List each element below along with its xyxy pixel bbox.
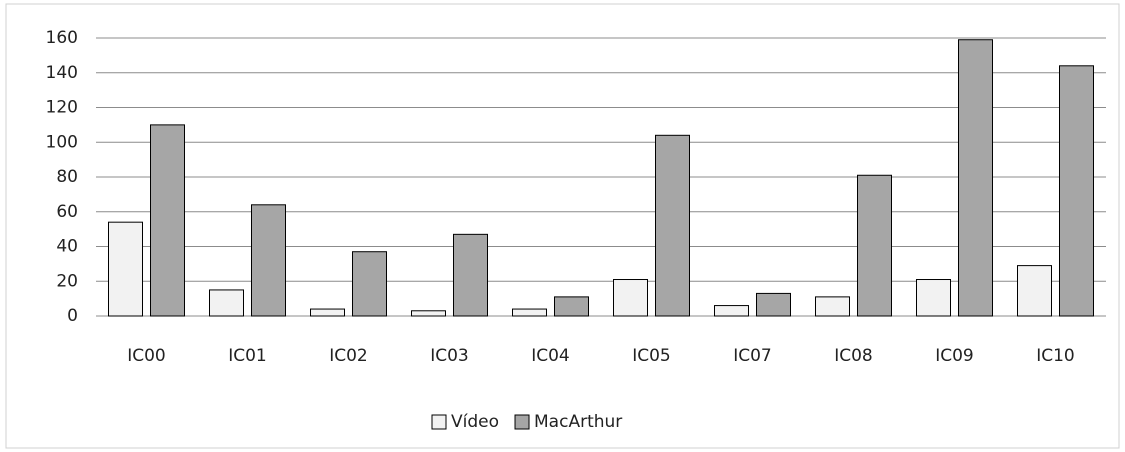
bar bbox=[310, 308, 345, 317]
bar bbox=[251, 204, 286, 317]
x-tick-label: IC08 bbox=[834, 346, 873, 366]
bar bbox=[655, 134, 690, 317]
chart-border bbox=[5, 3, 1120, 449]
x-tick-label: IC09 bbox=[935, 346, 974, 366]
y-tick-label: 160 bbox=[46, 28, 78, 48]
bar bbox=[815, 296, 850, 317]
bar bbox=[958, 39, 993, 317]
x-tick-label: IC01 bbox=[228, 346, 267, 366]
bar bbox=[352, 251, 387, 317]
legend-label: Vídeo bbox=[451, 412, 499, 432]
x-tick-label: IC07 bbox=[733, 346, 772, 366]
bar bbox=[1059, 65, 1094, 317]
legend-swatch bbox=[431, 414, 447, 430]
bar bbox=[209, 289, 244, 317]
y-tick-label: 120 bbox=[46, 98, 78, 118]
bar bbox=[714, 305, 749, 317]
bar bbox=[1017, 265, 1052, 317]
y-tick-label: 0 bbox=[67, 306, 78, 326]
bar bbox=[756, 292, 791, 317]
bar bbox=[411, 310, 446, 317]
y-tick-label: 100 bbox=[46, 132, 78, 152]
y-tick-label: 20 bbox=[56, 271, 78, 291]
y-tick-label: 60 bbox=[56, 202, 78, 222]
y-tick-label: 140 bbox=[46, 63, 78, 83]
bar bbox=[916, 279, 951, 317]
x-tick-label: IC02 bbox=[329, 346, 368, 366]
y-tick-label: 40 bbox=[56, 237, 78, 257]
x-tick-label: IC04 bbox=[531, 346, 570, 366]
bar bbox=[554, 296, 589, 317]
x-tick-label: IC00 bbox=[127, 346, 166, 366]
y-tick-label: 80 bbox=[56, 167, 78, 187]
bar bbox=[613, 279, 648, 317]
legend-label: MacArthur bbox=[534, 412, 622, 432]
bar bbox=[108, 221, 143, 317]
bar bbox=[512, 308, 547, 317]
x-tick-label: IC03 bbox=[430, 346, 469, 366]
bar bbox=[150, 124, 185, 317]
bar bbox=[453, 233, 488, 317]
bar bbox=[857, 174, 892, 317]
x-tick-label: IC10 bbox=[1036, 346, 1075, 366]
legend-swatch bbox=[514, 414, 530, 430]
x-tick-label: IC05 bbox=[632, 346, 671, 366]
